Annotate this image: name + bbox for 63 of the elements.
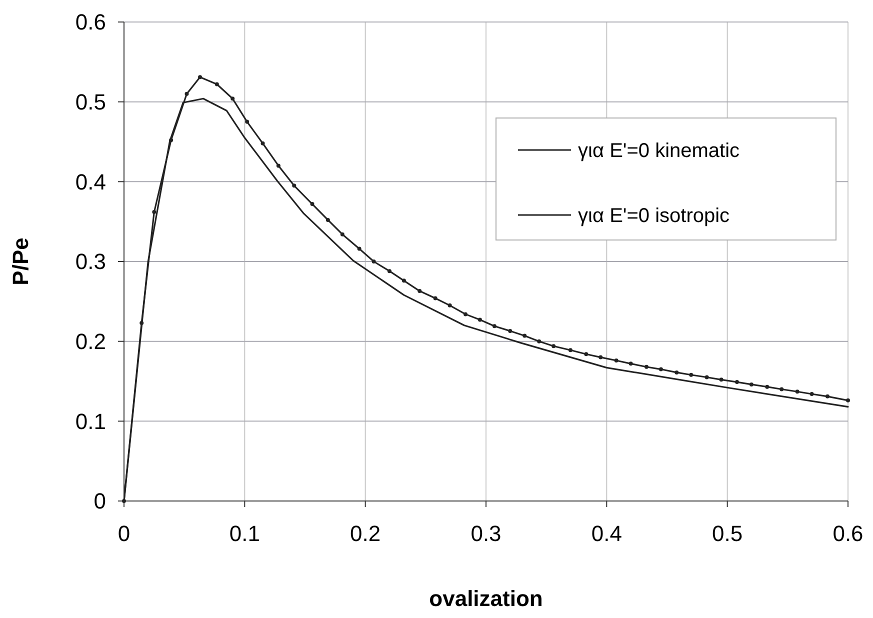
point bbox=[198, 75, 202, 80]
point bbox=[810, 392, 814, 396]
point bbox=[674, 370, 679, 374]
point bbox=[184, 92, 189, 96]
point bbox=[522, 334, 527, 338]
point bbox=[719, 378, 724, 382]
point bbox=[402, 278, 406, 283]
point bbox=[372, 260, 376, 264]
point bbox=[568, 348, 572, 352]
point bbox=[658, 367, 663, 372]
x-tick-label: 0.1 bbox=[229, 521, 260, 546]
point bbox=[704, 375, 709, 380]
point bbox=[276, 164, 280, 168]
x-tick-label: 0 bbox=[118, 521, 130, 546]
y-tick-label: 0.6 bbox=[75, 10, 106, 35]
point bbox=[492, 324, 496, 328]
point bbox=[152, 210, 156, 214]
point bbox=[418, 289, 422, 294]
point bbox=[734, 380, 739, 384]
x-tick-label: 0.2 bbox=[350, 521, 381, 546]
point bbox=[340, 232, 344, 236]
point bbox=[598, 355, 603, 360]
x-tick-label: 0.4 bbox=[591, 521, 622, 546]
point bbox=[584, 352, 588, 356]
point bbox=[260, 141, 265, 146]
point bbox=[245, 120, 250, 124]
point bbox=[614, 358, 618, 362]
point bbox=[292, 184, 296, 188]
point bbox=[387, 269, 392, 274]
point bbox=[537, 339, 542, 344]
x-tick-label: 0.6 bbox=[832, 521, 864, 546]
point bbox=[463, 312, 468, 316]
point bbox=[780, 387, 784, 392]
y-tick-label: 0.4 bbox=[75, 169, 106, 194]
y-tick-label: 0.3 bbox=[75, 249, 106, 274]
y-tick-label: 0 bbox=[94, 488, 106, 514]
point bbox=[433, 296, 438, 300]
point bbox=[508, 328, 512, 333]
y-tick-label: 0.1 bbox=[75, 408, 106, 434]
legend-label: για E'=0 kinematic bbox=[578, 140, 740, 162]
point bbox=[795, 390, 800, 394]
point bbox=[846, 398, 850, 402]
point bbox=[230, 96, 235, 101]
x-tick-label: 0.5 bbox=[712, 521, 743, 546]
point bbox=[478, 318, 482, 322]
point bbox=[628, 362, 633, 366]
point bbox=[689, 372, 694, 377]
point bbox=[825, 394, 830, 398]
x-tick-label: 0.3 bbox=[470, 521, 502, 546]
point bbox=[749, 382, 754, 386]
y-axis-title: P/Pe bbox=[8, 238, 33, 286]
x-axis-title: ovalization bbox=[429, 586, 543, 611]
point bbox=[644, 364, 648, 369]
point bbox=[552, 344, 556, 348]
point bbox=[310, 202, 314, 206]
point bbox=[765, 384, 770, 389]
point bbox=[357, 246, 362, 251]
legend-label: για E'=0 isotropic bbox=[578, 205, 730, 227]
point bbox=[214, 82, 219, 86]
point bbox=[326, 218, 330, 222]
y-tick-label: 0.2 bbox=[75, 329, 106, 354]
y-tick-label: 0.5 bbox=[75, 90, 106, 115]
point bbox=[448, 303, 452, 308]
